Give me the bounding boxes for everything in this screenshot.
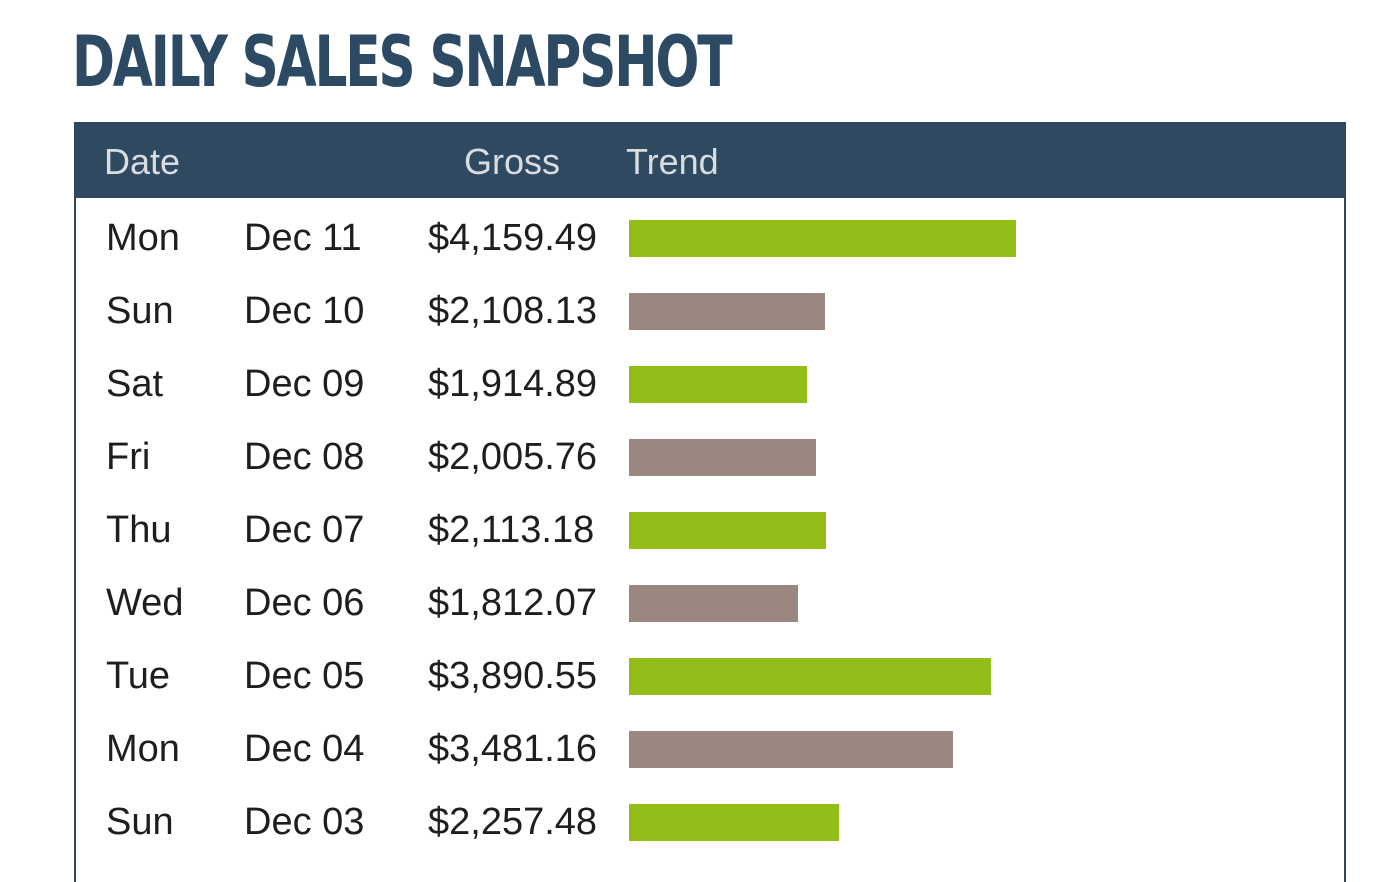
trend-bar <box>629 439 816 476</box>
header-gross: Gross <box>464 141 561 182</box>
gross-cell: $2,108.13 <box>428 290 598 332</box>
day-cell: Wed <box>106 582 184 624</box>
table-row: Fri Dec 08 $2,005.76 <box>76 421 1344 494</box>
header-date: Date <box>104 141 181 182</box>
table-row: Sat Dec 09 $1,914.89 <box>76 348 1344 421</box>
table-row: Sun Dec 03 $2,257.48 <box>76 786 1344 859</box>
date-cell: Dec 07 <box>244 509 365 551</box>
date-cell: Dec 10 <box>244 290 365 332</box>
gross-cell: $3,481.16 <box>428 728 598 770</box>
table-row: Mon Dec 04 $3,481.16 <box>76 713 1344 786</box>
gross-cell: $1,914.89 <box>428 363 598 405</box>
table-row: Tue Dec 05 $3,890.55 <box>76 640 1344 713</box>
day-cell: Mon <box>106 217 180 259</box>
gross-cell: $2,005.76 <box>428 436 598 478</box>
trend-bar <box>629 658 991 695</box>
day-cell: Tue <box>106 655 171 697</box>
trend-bar <box>629 366 807 403</box>
date-cell: Dec 04 <box>244 728 365 770</box>
gross-cell: $1,812.07 <box>428 582 598 624</box>
trend-bar <box>629 220 1016 257</box>
day-cell: Thu <box>106 509 172 551</box>
day-cell: Fri <box>106 436 151 478</box>
page-title: DAILY SALES SNAPSHOT <box>72 21 733 103</box>
date-cell: Dec 11 <box>244 217 362 259</box>
gross-cell: $4,159.49 <box>428 217 598 259</box>
date-cell: Dec 03 <box>244 801 365 843</box>
table-row: Wed Dec 06 $1,812.07 <box>76 567 1344 640</box>
trend-bar <box>629 585 798 622</box>
sales-table: Date Gross Trend Mon Dec 11 $4,159.49 Su… <box>74 122 1346 882</box>
gross-cell: $2,113.18 <box>428 509 595 551</box>
table-row: Sun Dec 10 $2,108.13 <box>76 275 1344 348</box>
trend-bar <box>629 804 839 841</box>
gross-cell: $3,890.55 <box>428 655 598 697</box>
gross-cell: $2,257.48 <box>428 801 598 843</box>
trend-bar <box>629 731 953 768</box>
trend-bar <box>629 512 826 549</box>
table-row: Mon Dec 11 $4,159.49 <box>76 202 1344 275</box>
day-cell: Sun <box>106 290 174 332</box>
table-header: Date Gross Trend <box>76 124 1344 198</box>
table-row: Thu Dec 07 $2,113.18 <box>76 494 1344 567</box>
date-cell: Dec 09 <box>244 363 365 405</box>
trend-bar <box>629 293 825 330</box>
day-cell: Mon <box>106 728 180 770</box>
day-cell: Sun <box>106 801 174 843</box>
date-cell: Dec 06 <box>244 582 365 624</box>
header-trend: Trend <box>626 141 719 182</box>
date-cell: Dec 08 <box>244 436 365 478</box>
day-cell: Sat <box>106 363 164 405</box>
date-cell: Dec 05 <box>244 655 365 697</box>
